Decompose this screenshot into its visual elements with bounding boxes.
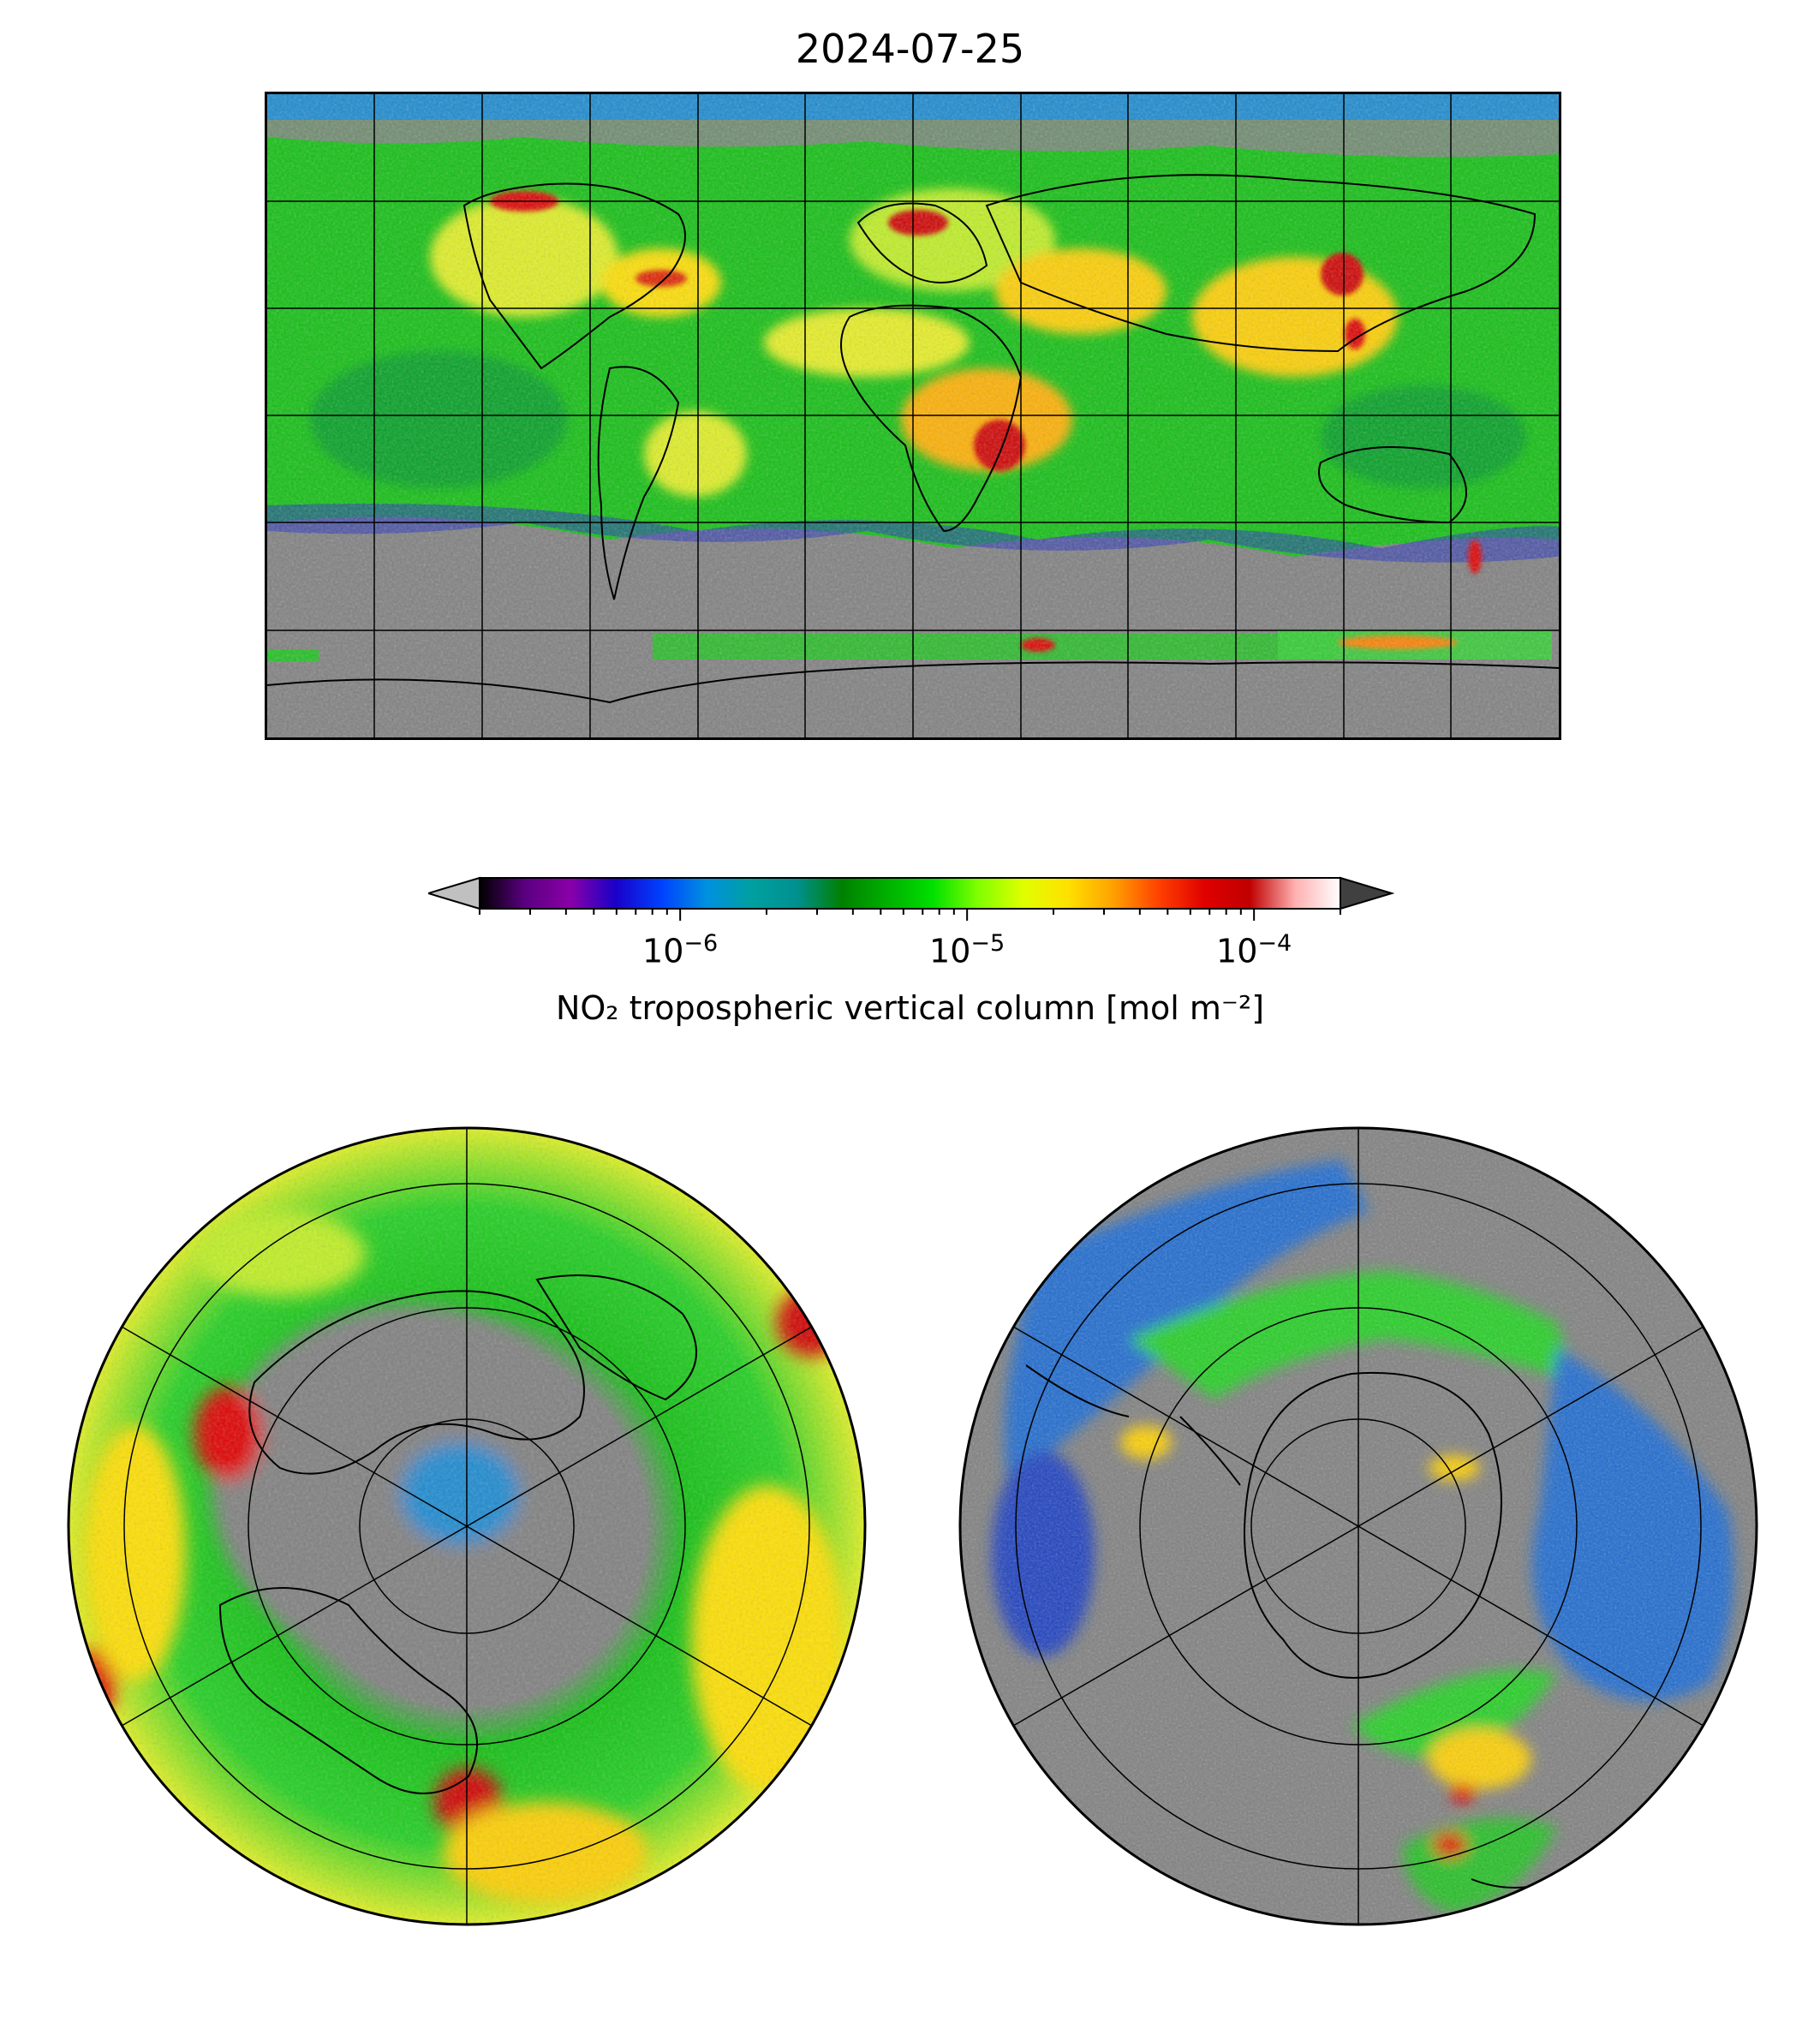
colorbar-body: [479, 877, 1341, 910]
colorbar-over-extend: [1340, 876, 1395, 910]
colorbar-svg: [425, 876, 1395, 921]
colorbar-tick-label: 10−5: [924, 930, 1010, 970]
tick-base: 10: [1216, 932, 1258, 970]
north-polar-map: [67, 1126, 867, 1926]
colorbar: 10−6 10−5 10−4: [425, 872, 1396, 1009]
tick-exponent: −5: [970, 930, 1005, 957]
global-map-svg: [267, 94, 1559, 737]
colorbar-label: NO₂ tropospheric vertical column [mol m⁻…: [555, 989, 1265, 1027]
colorbar-ticks: [479, 909, 1341, 921]
colorbar-tick-label: 10−6: [637, 930, 723, 970]
tick-exponent: −4: [1257, 930, 1292, 957]
colorbar-under-extend: [425, 876, 480, 910]
tick-base: 10: [929, 932, 971, 970]
gridlines: [267, 94, 1559, 737]
figure-title: 2024-07-25: [795, 26, 1025, 72]
south-polar-field: [960, 1128, 1757, 1925]
colorbar-tick-label: 10−4: [1211, 930, 1297, 970]
tick-exponent: −6: [683, 930, 719, 957]
tick-base: 10: [642, 932, 684, 970]
north-polar-field: [69, 1128, 865, 1925]
south-polar-map: [958, 1126, 1758, 1926]
global-map: [265, 92, 1561, 740]
